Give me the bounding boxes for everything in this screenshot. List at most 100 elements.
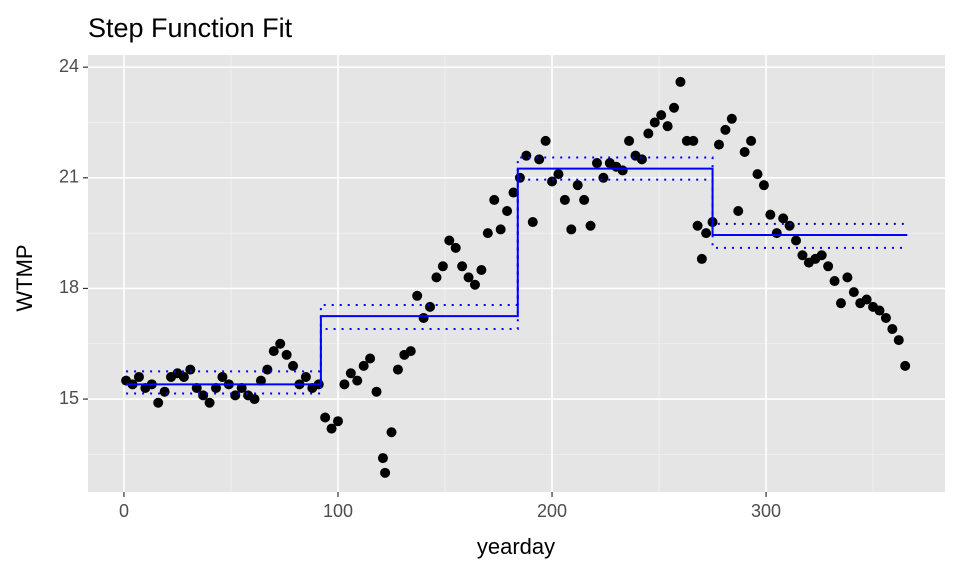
data-point (275, 338, 286, 349)
data-point (236, 383, 247, 394)
data-point (758, 180, 769, 191)
data-point (521, 150, 532, 161)
data-point (405, 346, 416, 357)
x-tick-label: 200 (537, 501, 567, 521)
data-point (547, 176, 558, 187)
data-point (688, 135, 699, 146)
chart-title: Step Function Fit (88, 13, 293, 43)
data-point (345, 368, 356, 379)
data-point (230, 390, 241, 401)
data-point (566, 224, 577, 235)
data-point (829, 276, 840, 287)
data-point (217, 371, 228, 382)
data-point (489, 194, 500, 205)
data-point (746, 135, 757, 146)
plot-panel (88, 55, 945, 492)
data-point (692, 220, 703, 231)
data-point (559, 194, 570, 205)
x-tick-label: 0 (119, 501, 129, 521)
data-point (900, 360, 911, 371)
data-point (469, 279, 480, 290)
data-point (752, 169, 763, 180)
y-tick-label: 21 (59, 167, 79, 187)
y-tick-label: 15 (59, 388, 79, 408)
data-point (320, 412, 331, 423)
data-point (835, 298, 846, 309)
data-point (332, 416, 343, 427)
data-point (579, 194, 590, 205)
data-point (842, 272, 853, 283)
data-point (656, 110, 667, 121)
data-point (210, 383, 221, 394)
data-point (572, 180, 583, 191)
data-point (386, 427, 397, 438)
data-point (874, 305, 885, 316)
data-point (598, 172, 609, 183)
y-tick-label: 18 (59, 277, 79, 297)
data-point (534, 154, 545, 165)
data-point (457, 261, 468, 272)
data-point (358, 360, 369, 371)
data-point (198, 390, 209, 401)
data-point (204, 397, 215, 408)
data-point (437, 261, 448, 272)
data-point (720, 124, 731, 135)
data-point (371, 386, 382, 397)
y-axis-label: WTMP (12, 244, 37, 311)
data-point (392, 364, 403, 375)
data-point (281, 349, 292, 360)
data-point (185, 364, 196, 375)
data-point (377, 453, 388, 464)
data-point (482, 228, 493, 239)
data-point (133, 371, 144, 382)
data-point (352, 375, 363, 386)
confidence-lower (126, 178, 908, 395)
data-point (288, 360, 299, 371)
data-point (636, 154, 647, 165)
data-point (300, 371, 311, 382)
data-point (444, 235, 455, 246)
x-axis-label: yearday (477, 534, 555, 559)
data-point (771, 228, 782, 239)
data-point (696, 253, 707, 264)
data-point (649, 117, 660, 128)
data-point (797, 250, 808, 261)
data-point (380, 467, 391, 478)
data-point (255, 375, 266, 386)
x-tick-label: 100 (323, 501, 353, 521)
data-point (527, 217, 538, 228)
x-tick-label: 300 (751, 501, 781, 521)
data-point (249, 394, 260, 405)
data-point (887, 324, 898, 335)
data-point (514, 172, 525, 183)
y-tick-label: 24 (59, 56, 79, 76)
data-point (848, 287, 859, 298)
data-point (591, 158, 602, 169)
data-point (365, 353, 376, 364)
data-point (643, 128, 654, 139)
data-point (675, 76, 686, 87)
data-point (662, 121, 673, 132)
data-point (784, 220, 795, 231)
data-point (153, 397, 164, 408)
data-point (418, 312, 429, 323)
data-point (791, 235, 802, 246)
data-point (553, 169, 564, 180)
data-point (508, 187, 519, 198)
data-point (726, 113, 737, 124)
data-point (495, 224, 506, 235)
data-point (880, 312, 891, 323)
data-point (502, 205, 513, 216)
data-point (701, 228, 712, 239)
data-point (476, 264, 487, 275)
data-point (412, 290, 423, 301)
data-point (425, 301, 436, 312)
data-point (893, 335, 904, 346)
data-point (262, 364, 273, 375)
data-point (191, 383, 202, 394)
data-point (816, 250, 827, 261)
data-point (778, 213, 789, 224)
data-point (431, 272, 442, 283)
data-point (739, 146, 750, 157)
